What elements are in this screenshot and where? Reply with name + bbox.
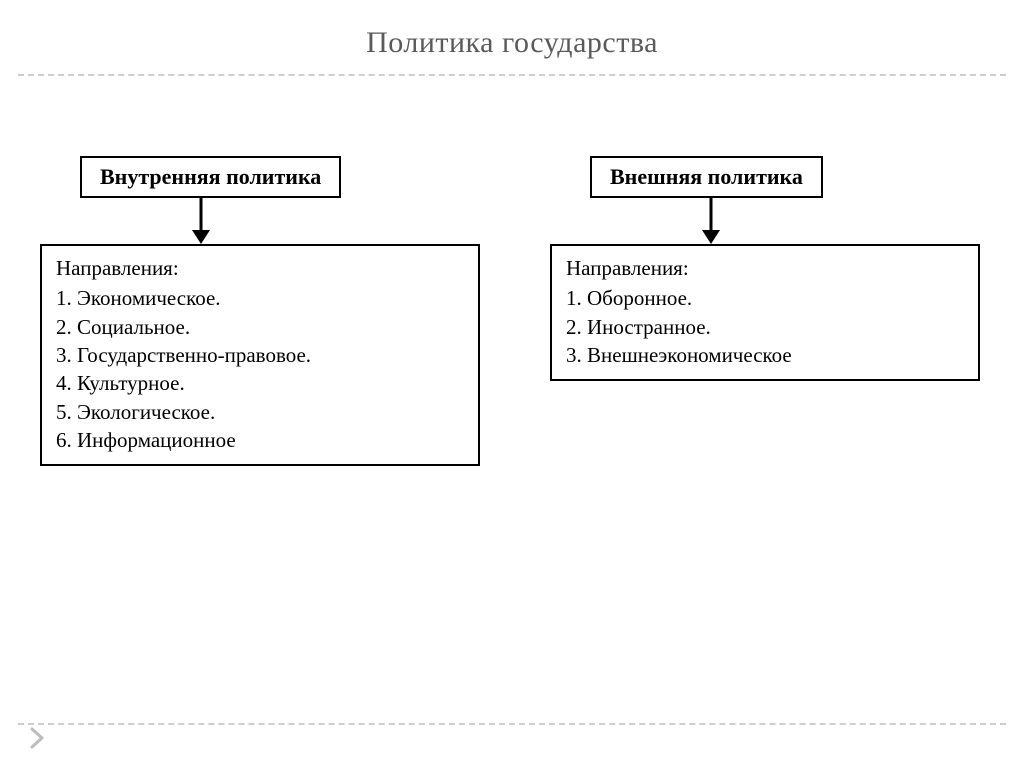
chevron-right-icon xyxy=(30,727,44,749)
arrow-down-icon xyxy=(700,198,722,244)
list-heading: Направления: xyxy=(566,254,964,282)
list-item: 2. Иностранное. xyxy=(566,313,964,341)
list-heading: Направления: xyxy=(56,254,464,282)
page-title: Политика государства xyxy=(0,0,1024,74)
list-box-internal: Направления: 1. Экономическое. 2. Социал… xyxy=(40,244,480,466)
list-item: 1. Оборонное. xyxy=(566,284,964,312)
list-item: 6. Информационное xyxy=(56,426,464,454)
arrow-down-icon xyxy=(190,198,212,244)
title-divider xyxy=(18,74,1006,76)
list-item: 2. Социальное. xyxy=(56,313,464,341)
column-external: Внешняя политика Направления: 1. Оборонн… xyxy=(550,156,980,466)
list-item: 5. Экологическое. xyxy=(56,398,464,426)
label-box-external: Внешняя политика xyxy=(590,156,823,198)
list-item: 1. Экономическое. xyxy=(56,284,464,312)
diagram-content: Внутренняя политика Направления: 1. Экон… xyxy=(0,156,1024,466)
arrow-external xyxy=(700,198,722,244)
arrow-internal xyxy=(190,198,212,244)
column-internal: Внутренняя политика Направления: 1. Экон… xyxy=(40,156,480,466)
list-box-external: Направления: 1. Оборонное. 2. Иностранно… xyxy=(550,244,980,381)
page-root: Политика государства Внутренняя политика… xyxy=(0,0,1024,767)
list-item: 3. Внешнеэкономическое xyxy=(566,341,964,369)
list-item: 4. Культурное. xyxy=(56,369,464,397)
label-box-internal: Внутренняя политика xyxy=(80,156,341,198)
list-item: 3. Государственно-правовое. xyxy=(56,341,464,369)
footer-divider xyxy=(18,723,1006,725)
